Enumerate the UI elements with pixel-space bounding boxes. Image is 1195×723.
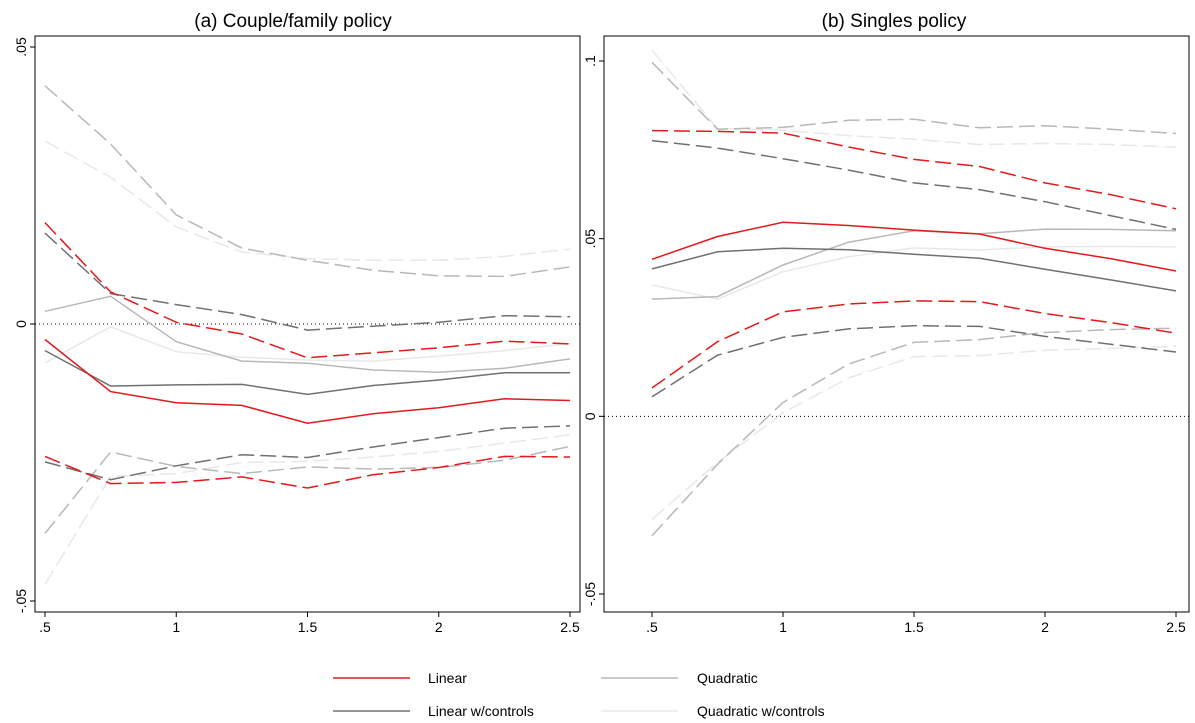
series-quadratic-ci-upper <box>651 61 1177 135</box>
series-quadratic-ci-upper <box>44 85 571 278</box>
series-quadratic-controls-ci-upper <box>44 140 571 262</box>
legend-label-linear: Linear <box>428 670 467 686</box>
series-quadratic-controls-ci-lower <box>651 345 1177 520</box>
series-quadratic-controls-estimate <box>651 245 1177 300</box>
legend-item-quadratic: Quadratic <box>601 670 758 686</box>
series-linear-controls-estimate <box>651 247 1177 292</box>
panel-singles: (b) Singles policy -.05 0 .05 .1 .5 1 1.5 2 2.5 <box>582 11 1190 635</box>
series-quadratic-estimate <box>44 295 571 373</box>
x-tick-label: .5 <box>39 619 51 635</box>
series-quadratic-controls-estimate <box>44 325 571 364</box>
x-tick-label: 2 <box>435 619 443 635</box>
legend-item-quadratic-controls: Quadratic w/controls <box>601 703 825 719</box>
legend-item-linear: Linear <box>333 670 467 686</box>
y-tick-label: .05 <box>582 229 598 249</box>
x-tick-label: 1.5 <box>904 619 924 635</box>
y-tick-label: 0 <box>582 412 598 420</box>
series-linear-controls-ci-lower <box>651 324 1177 398</box>
x-tick-label: 1.5 <box>298 619 318 635</box>
plot-area: -.05 0 .05 .1 .5 1 1.5 2 2.5 <box>582 49 1189 635</box>
series-linear-controls-ci-upper <box>44 232 571 331</box>
y-tick-label: .05 <box>13 37 29 57</box>
x-tick-label: 1 <box>779 619 787 635</box>
legend: Linear Quadratic Linear w/controls Quadr… <box>333 670 825 719</box>
series-quadratic-ci-lower <box>651 327 1177 537</box>
series-linear-controls-ci-lower <box>44 425 571 481</box>
x-tick-label: 2.5 <box>1166 619 1186 635</box>
series-linear-ci-lower <box>651 300 1177 389</box>
x-tick-label: .5 <box>646 619 658 635</box>
plot-frame <box>603 35 1190 613</box>
legend-label-quadratic: Quadratic <box>697 670 758 686</box>
x-tick-label: 2.5 <box>560 619 580 635</box>
x-tick-label: 2 <box>1041 619 1049 635</box>
series-linear-ci-upper <box>651 129 1177 210</box>
panel-title: (b) Singles policy <box>822 11 967 32</box>
y-tick-label: -.05 <box>13 589 29 613</box>
series-linear-ci-upper <box>44 222 571 359</box>
y-tick-label: 0 <box>13 320 29 328</box>
y-tick-label: .1 <box>582 55 598 67</box>
y-tick-label: -.05 <box>582 582 598 606</box>
series-linear-estimate <box>651 221 1177 272</box>
panel-title: (a) Couple/family policy <box>194 11 392 32</box>
series-quadratic-controls-ci-upper <box>651 49 1177 149</box>
legend-label-quadratic-controls: Quadratic w/controls <box>697 703 825 719</box>
series-linear-controls-estimate <box>44 349 570 396</box>
legend-label-linear-controls: Linear w/controls <box>428 703 534 719</box>
series-linear-ci-lower <box>44 455 571 489</box>
series-quadratic-ci-lower <box>44 445 571 534</box>
series-linear-controls-ci-upper <box>651 139 1177 231</box>
series-quadratic-estimate <box>651 228 1177 300</box>
series-linear-estimate <box>44 338 571 424</box>
plot-area: -.05 0 .05 .5 1 1.5 2 2.5 <box>13 37 580 635</box>
panel-couple-family: (a) Couple/family policy -.05 0 .05 .5 1 1.5 2… <box>13 11 581 635</box>
x-tick-label: 1 <box>172 619 180 635</box>
legend-item-linear-controls: Linear w/controls <box>333 703 534 719</box>
